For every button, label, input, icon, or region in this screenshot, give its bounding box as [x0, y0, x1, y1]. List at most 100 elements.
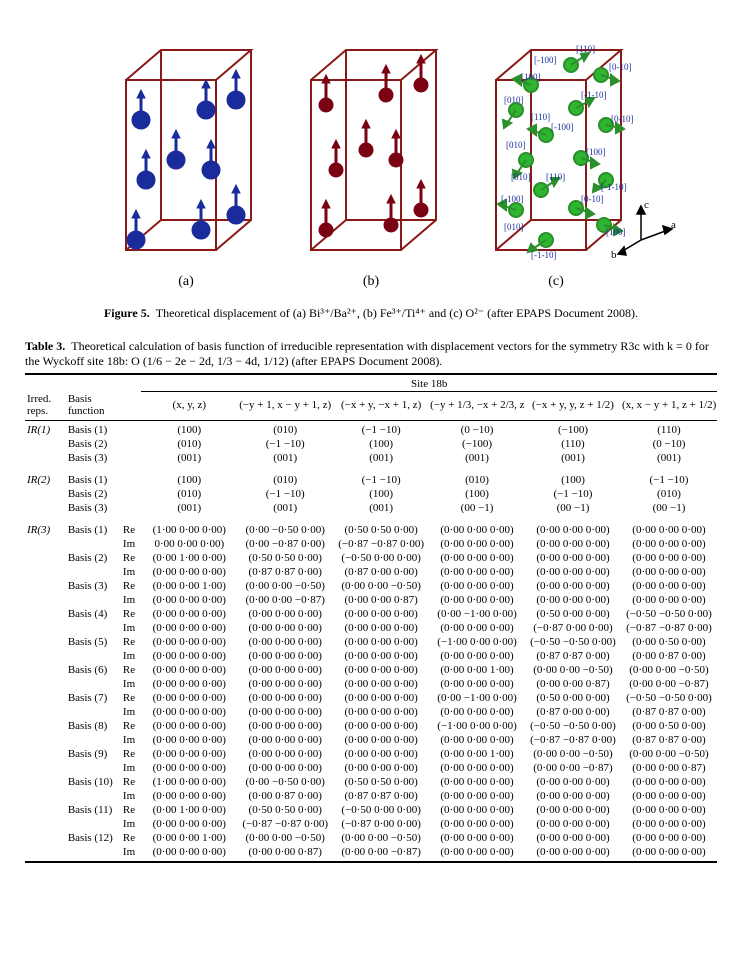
table-cell: (0·00 0·00 0·00) — [525, 565, 621, 579]
table-cell — [25, 831, 66, 845]
table-cell: (0·00 0·00 −0·50) — [333, 579, 429, 593]
table-cell: (0·00 0·00 0·87) — [621, 761, 717, 775]
table-cell: (0·00 0·00 0·00) — [237, 691, 333, 705]
table-row: Im(0·00 0·00 0·00)(−0·87 −0·87 0·00)(−0·… — [25, 817, 717, 831]
table-cell: (001) — [621, 451, 717, 465]
svg-text:[-100]: [-100] — [551, 122, 574, 132]
rule — [25, 373, 717, 375]
table-row: Basis (12)Re(0·00 0·00 1·00)(0·00 0·00 −… — [25, 831, 717, 845]
table-cell: (0·00 0·00 0·00) — [237, 719, 333, 733]
table-cell: (0·00 0·00 0·00) — [621, 565, 717, 579]
table-row: IR(3)Basis (1)Re(1·00 0·00 0·00)(0·00 −0… — [25, 523, 717, 537]
table-row: Basis (2)(010)(−1 −10)(100)(100)(−1 −10)… — [25, 487, 717, 501]
table-cell: Im — [121, 565, 141, 579]
table-cell — [121, 423, 141, 437]
table-cell: (0·00 0·00 0·00) — [621, 523, 717, 537]
table-cell: (0·00 0·00 0·00) — [237, 733, 333, 747]
table-cell: (0·00 0·00 −0·87) — [237, 593, 333, 607]
panel-label-a: (a) — [178, 274, 194, 289]
table-cell: (0·50 0·00 0·00) — [525, 691, 621, 705]
svg-text:[100]: [100] — [586, 147, 606, 157]
table-cell: (−0·50 −0·50 0·00) — [621, 691, 717, 705]
table-cell: (0·00 0·00 −0·87) — [621, 677, 717, 691]
table-row: Basis (9)Re(0·00 0·00 0·00)(0·00 0·00 0·… — [25, 747, 717, 761]
table-cell: IR(2) — [25, 473, 66, 487]
table-row: Basis (2)(010)(−1 −10)(100)(−100)(110)(0… — [25, 437, 717, 451]
table-cell: (0·00 0·00 1·00) — [429, 663, 525, 677]
table-cell: Basis (1) — [66, 423, 121, 437]
table-cell: Re — [121, 719, 141, 733]
table-cell: (100) — [141, 423, 237, 437]
table-cell — [25, 551, 66, 565]
table-cell: (0·00 0·00 0·00) — [141, 635, 237, 649]
table-cell: Basis (5) — [66, 635, 121, 649]
table-cell: (001) — [333, 451, 429, 465]
table-cell — [25, 719, 66, 733]
table-cell: Im — [121, 705, 141, 719]
table-cell: (−0·87 0·00 0·00) — [525, 621, 621, 635]
table-cell: (0·00 0·00 −0·50) — [621, 747, 717, 761]
svg-text:[-1-10]: [-1-10] — [531, 250, 557, 260]
table-cell — [25, 663, 66, 677]
table-cell: (0·00 0·00 0·00) — [333, 719, 429, 733]
table-cell: (1·00 0·00 0·00) — [141, 523, 237, 537]
table-cell: (0·00 0·00 0·00) — [141, 705, 237, 719]
table-cell: (0·00 0·00 0·00) — [141, 663, 237, 677]
col-head-irred: Irred.reps. — [25, 392, 66, 418]
table-cell: (0·00 0·00 0·00) — [525, 817, 621, 831]
table-cell: (00 −1) — [621, 501, 717, 515]
table-cell: 0·00 0·00 0·00) — [141, 537, 237, 551]
table-row: Basis (6)Re(0·00 0·00 0·00)(0·00 0·00 0·… — [25, 663, 717, 677]
table-cell: (0·00 0·00 0·00) — [525, 537, 621, 551]
rule — [25, 861, 717, 863]
table-cell: (−100) — [525, 423, 621, 437]
table-cell: (0·87 0·87 0·00) — [621, 705, 717, 719]
table-cell: (0·87 0·87 0·00) — [621, 733, 717, 747]
table-row: Im(0·00 0·00 0·00)(0·00 0·00 0·87)(0·00 … — [25, 845, 717, 859]
table-cell: (0·00 0·00 0·00) — [429, 593, 525, 607]
table-cell — [25, 607, 66, 621]
table-cell: Basis (1) — [66, 473, 121, 487]
table-cell: Basis (3) — [66, 451, 121, 465]
table-cell: (0·00 −0·50 0·00) — [237, 523, 333, 537]
panel-label-c: (c) — [548, 274, 564, 289]
table-cell: (0·00 1·00 0·00) — [141, 803, 237, 817]
table-cell: (0·00 −0·50 0·00) — [237, 775, 333, 789]
table-cell: (0·00 0·00 0·00) — [333, 663, 429, 677]
table-cell: (0·00 0·00 0·00) — [333, 691, 429, 705]
table-cell: (0·87 0·87 0·00) — [333, 789, 429, 803]
table-cell: (0·50 0·50 0·00) — [237, 803, 333, 817]
table-cell — [66, 733, 121, 747]
table-cell: (0·00 0·00 0·00) — [333, 747, 429, 761]
table-cell: (−1 −10) — [333, 473, 429, 487]
table-cell: (0·00 0·00 0·00) — [429, 677, 525, 691]
table-cell: Im — [121, 789, 141, 803]
svg-text:[010]: [010] — [504, 222, 524, 232]
table-cell — [25, 747, 66, 761]
table-cell: (0·00 0·00 0·00) — [237, 663, 333, 677]
table-cell: (−0·87 −0·87 0·00) — [525, 733, 621, 747]
table-cell: (0·00 0·00 1·00) — [141, 579, 237, 593]
table-cell: (001) — [525, 451, 621, 465]
table-cell: (0·00 0·00 0·00) — [141, 677, 237, 691]
table-cell: (0·50 0·50 0·00) — [333, 775, 429, 789]
site-head-2: (−x + y, −x + 1, z) — [333, 392, 429, 418]
table-cell — [25, 691, 66, 705]
table-cell — [121, 501, 141, 515]
table-cell: (0·00 0·00 0·00) — [621, 579, 717, 593]
basis-function-table: Site 18b Irred.reps. Basisfunction (x, y… — [25, 377, 717, 859]
table-cell: Im — [121, 593, 141, 607]
table-cell: Re — [121, 579, 141, 593]
svg-text:[110]: [110] — [531, 112, 550, 122]
table-cell: (0·00 0·00 1·00) — [429, 747, 525, 761]
site-header-group: Site 18b — [141, 377, 717, 392]
panel-label-b: (b) — [363, 274, 380, 289]
table-cell: Re — [121, 551, 141, 565]
svg-text:[-1-10]: [-1-10] — [601, 182, 627, 192]
table-cell: (−1·00 0·00 0·00) — [429, 635, 525, 649]
table-row: IR(2)Basis (1)(100)(010)(−1 −10)(010)(10… — [25, 473, 717, 487]
table-cell: (0·00 0·00 −0·87) — [525, 761, 621, 775]
svg-text:[010]: [010] — [504, 95, 524, 105]
table-cell: (0·00 0·00 0·00) — [429, 649, 525, 663]
table-cell: (−100) — [429, 437, 525, 451]
